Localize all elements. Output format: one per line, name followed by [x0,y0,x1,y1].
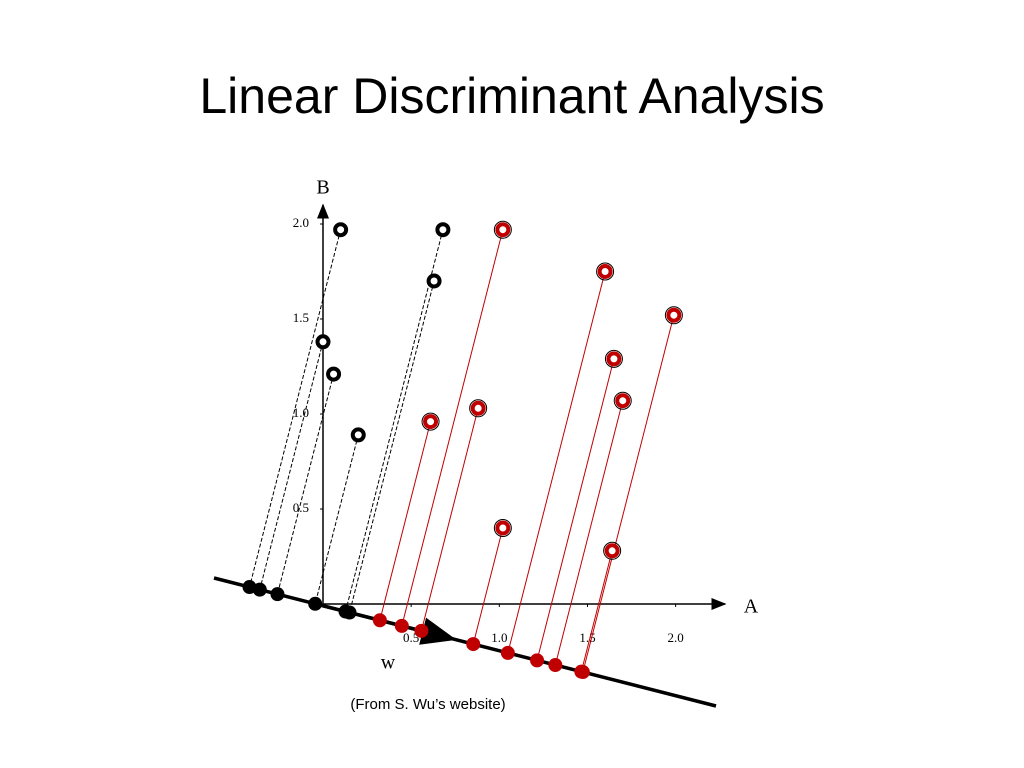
x-tick-label: 2.0 [668,630,684,645]
point [350,427,366,443]
point-outline [493,519,512,537]
point [615,393,631,409]
point-outline [664,306,683,325]
projection [580,550,613,672]
projected-point [394,618,409,633]
projected-point [414,623,429,638]
projection [276,373,335,595]
projection [349,280,435,613]
point-outline [613,391,632,410]
point [326,366,342,382]
point [315,334,331,350]
point [495,520,511,536]
x-axis-label: A [744,596,759,618]
projected-point [574,664,589,679]
projected-point [372,613,387,628]
point [470,400,486,416]
point-outline [421,412,440,431]
point [426,273,442,289]
source-note: (From S. Wu’s website) [350,696,505,713]
y-tick-label: 0.5 [293,500,309,515]
w-label: w [381,652,396,674]
projected-point [548,658,563,673]
projected-point [342,605,357,620]
point [333,222,349,238]
plot: AB0.5 1.0 1.5 2.00.51.01.52.0w [213,177,759,708]
projected-point [500,645,515,660]
point [423,414,439,430]
projection [472,527,504,645]
projected-point [270,587,285,602]
projection [507,271,606,654]
x-tick-label: 1.0 [491,630,507,645]
point [597,264,613,279]
projected-point [252,582,267,597]
point [666,307,682,323]
projection-line [213,576,717,708]
projected-point [466,637,481,652]
y-tick-label: 2.0 [293,215,309,230]
y-axis-label: B [316,177,329,199]
projection [314,434,359,604]
point-outline [603,541,622,560]
projected-point [530,653,545,668]
point-outline [596,262,615,281]
y-tick-label: 1.0 [293,405,309,420]
projection [249,229,342,588]
projection [401,229,504,627]
point [495,222,511,238]
point-outline [469,399,488,418]
projected-point [308,596,323,611]
slide-title: Linear Discriminant Analysis [199,68,824,124]
projection [554,400,624,666]
point [435,222,451,238]
projection [420,408,479,632]
projection [536,358,615,661]
point-outline [493,220,512,239]
projection [582,315,675,673]
x-tick-label: 1.5 [579,630,595,645]
point [604,543,620,559]
y-tick-label: 1.5 [293,310,309,325]
point-outline [604,349,623,368]
point [606,351,622,367]
projection [259,341,324,590]
projection [379,421,432,621]
